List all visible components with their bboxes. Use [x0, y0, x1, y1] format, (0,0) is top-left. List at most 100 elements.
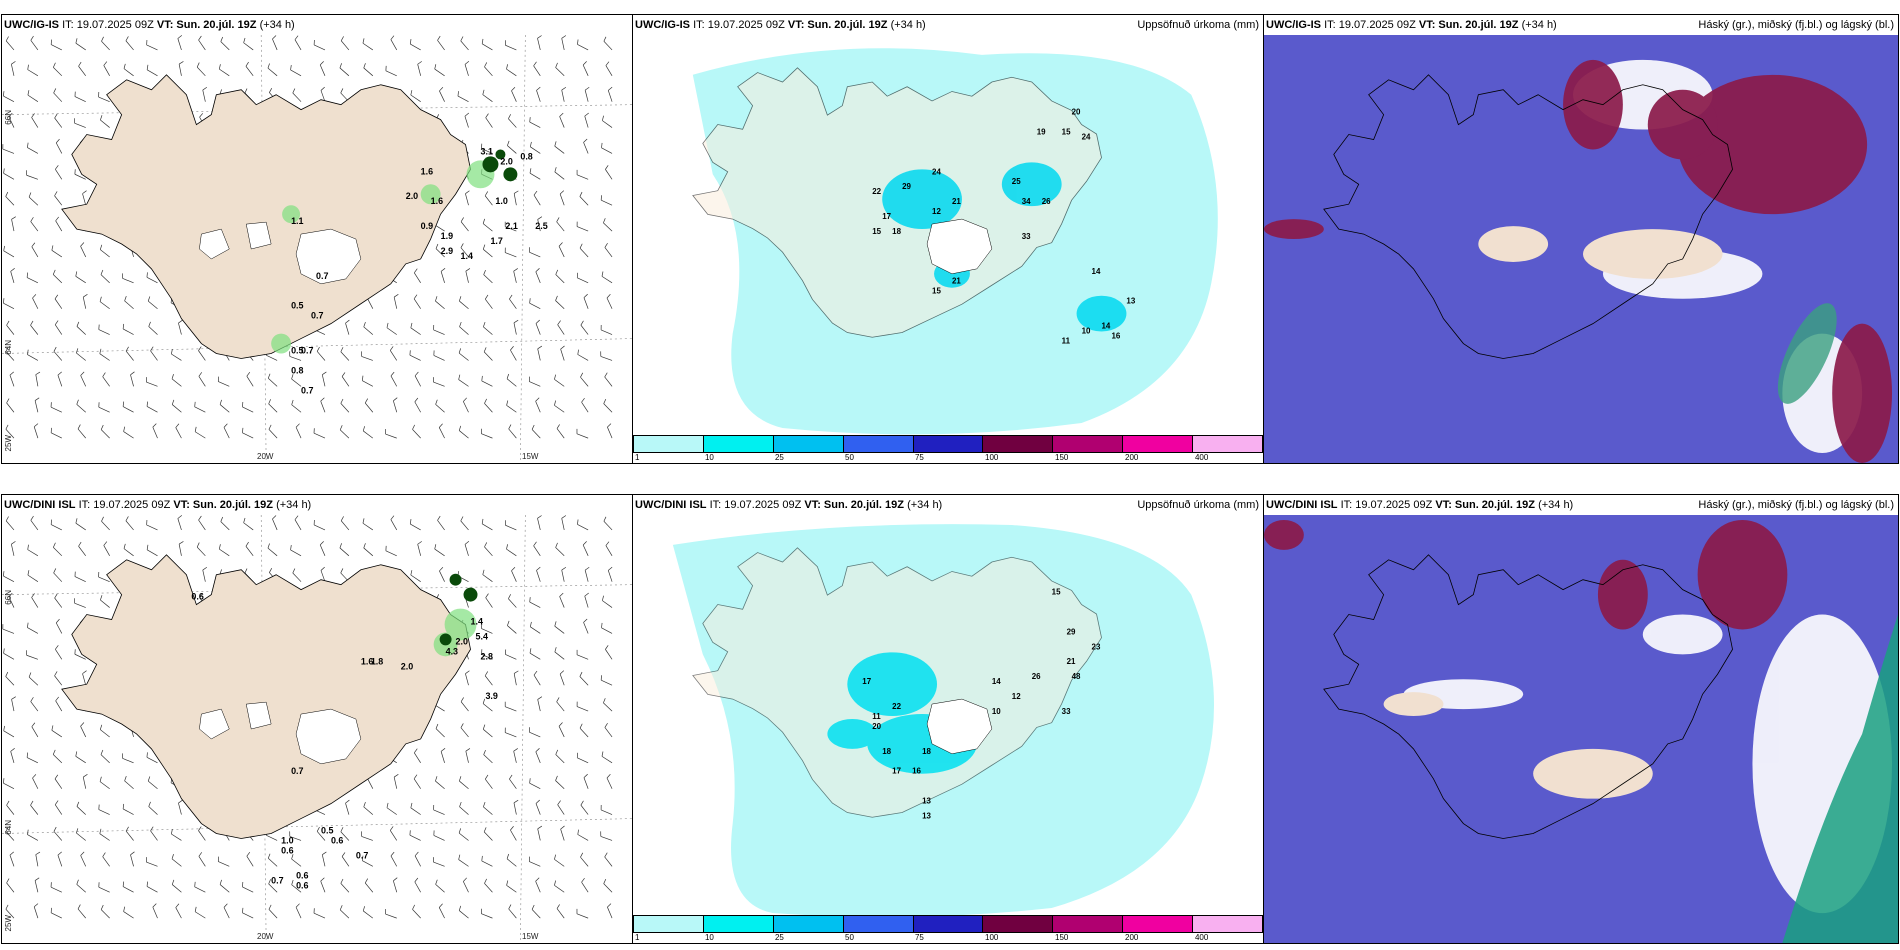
wind-barb-flag [460, 217, 464, 222]
wind-barb-flag [31, 242, 36, 247]
wind-barb [198, 830, 206, 841]
colorbar-cell [703, 436, 774, 452]
colorbar-cell [913, 436, 984, 452]
wind-barb [533, 65, 541, 77]
wind-barb-flag [268, 424, 272, 430]
wind-barb [76, 806, 86, 815]
wind-barb-flag [33, 903, 39, 908]
wind-barb-flag [171, 374, 174, 379]
wind-barb-flag [100, 595, 103, 601]
wind-barb [554, 885, 565, 893]
wind-barb [362, 42, 374, 51]
wind-barb-flag [53, 542, 56, 548]
wind-barb-flag [99, 828, 102, 834]
wind-barb-flag [219, 399, 222, 405]
wind-barb [460, 40, 469, 51]
wind-barb-flag [459, 801, 462, 807]
wind-barb [31, 246, 39, 258]
precip-value-label: 0.5 [321, 826, 333, 836]
wind-barb [125, 520, 134, 531]
wind-barb-flag [5, 904, 9, 910]
wind-barb [460, 221, 469, 232]
wind-barb-flag [535, 799, 540, 804]
wind-barb [435, 780, 445, 789]
wind-barb [605, 169, 613, 180]
wind-barb [605, 545, 613, 556]
wind-barb-flag [340, 827, 344, 832]
wind-barb-flag [51, 245, 54, 251]
wind-barb-flag [508, 424, 512, 430]
lat-label-64n: 64N [4, 820, 13, 835]
wind-barb-flag [55, 618, 60, 624]
wind-barb [414, 401, 421, 413]
wind-barb [481, 628, 493, 634]
wind-barb-flag [8, 112, 13, 117]
wind-barb-flag [506, 880, 509, 886]
wind-barb-flag [148, 801, 151, 807]
wind-barb [576, 913, 589, 919]
wind-barb-flag [460, 516, 464, 522]
wind-barb [31, 597, 39, 608]
wind-barb-flag [555, 749, 559, 755]
wind-barb [484, 195, 493, 206]
precip-value-label: 0.7 [271, 875, 283, 885]
wind-barb-flag [341, 372, 346, 377]
precip-value-label: 0.6 [191, 592, 203, 602]
wind-barb [393, 296, 398, 309]
wind-barb-flag [363, 322, 366, 327]
wind-barb [465, 751, 469, 763]
wind-barb [122, 886, 134, 893]
precip-value-label: 1.6 [421, 166, 433, 176]
wind-barb-flag [510, 826, 514, 831]
accum-value-label: 25 [1012, 177, 1021, 186]
wind-barb [32, 777, 39, 789]
wind-barb [529, 381, 541, 387]
lat-label-64n: 64N [4, 340, 13, 355]
wind-barb [3, 653, 15, 660]
wind-barb [3, 250, 15, 258]
wind-barb-flag [124, 776, 127, 781]
wind-barb [125, 830, 134, 841]
wind-barb-flag [580, 320, 584, 326]
wind-barb [340, 351, 350, 361]
precip-value-label: 0.5 [291, 301, 303, 311]
wind-barb-flag [101, 36, 104, 42]
wind-barb-flag [463, 397, 467, 402]
wind-barb-flag [463, 877, 467, 882]
wind-barb [171, 378, 182, 387]
wind-barb [340, 40, 350, 51]
wind-barb-flag [123, 543, 126, 549]
wind-barb-flag [80, 371, 85, 376]
wind-barb-flag [152, 903, 157, 908]
wind-barb-flag [28, 192, 32, 198]
wind-barb-flag [100, 115, 103, 121]
wind-barb-flag [606, 774, 611, 779]
colorbar-cell [703, 916, 774, 932]
wind-barb-flag [529, 168, 532, 174]
wind-barb-flag [220, 36, 224, 42]
wind-barb-flag [57, 371, 62, 376]
wind-barb [559, 193, 565, 206]
wind-barb-flag [555, 775, 558, 781]
wind-barb [76, 832, 86, 841]
wind-barb [219, 548, 230, 557]
wind-barb [6, 402, 15, 413]
wind-barb [101, 521, 110, 531]
wind-barb-flag [75, 271, 78, 277]
wind-barb-flag [51, 725, 54, 731]
wind-barb [195, 911, 206, 919]
wind-barb-flag [513, 268, 518, 272]
wind-barb [509, 298, 517, 309]
wind-barb [602, 120, 613, 128]
wind-barb [533, 545, 541, 557]
wind-barb [99, 301, 110, 310]
model-name: UWC/DINI ISL [1266, 499, 1338, 511]
wind-barb-flag [555, 269, 559, 275]
wind-barb-flag [178, 799, 183, 804]
wind-barb-flag [440, 748, 446, 752]
wind-barb [268, 403, 278, 413]
wind-barb-flag [554, 880, 556, 886]
wind-barb [535, 271, 541, 283]
wind-barb [294, 519, 302, 531]
